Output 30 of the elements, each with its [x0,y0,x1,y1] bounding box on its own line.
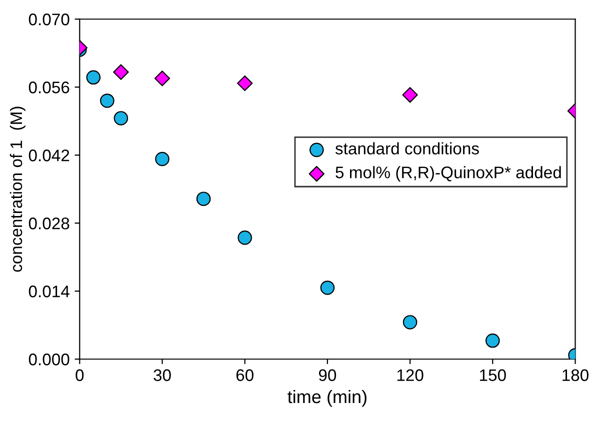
legend-label: standard conditions [335,142,479,154]
point [86,70,101,85]
y-tick-label: 0.042 [28,150,70,162]
y-axis-title: concentration of 1 (M) [10,106,26,272]
point [100,94,114,108]
point [320,280,335,295]
x-axis-title: time (min) [288,390,366,407]
legend-label: 5 mol% (R,R)-QuinoxP* added [336,166,561,182]
x-tick-label: 90 [318,369,336,382]
point [154,70,170,86]
point [113,64,129,80]
y-tick-label: 0.000 [28,354,70,366]
x-tick-label: 60 [236,369,254,382]
y-tick-label: 0.014 [28,286,70,298]
y-tick-label: 0.070 [28,14,70,26]
x-tick-label: 0 [76,369,84,382]
x-tick-label: 120 [397,369,424,382]
x-tick-label: 150 [480,369,506,382]
point [238,230,252,245]
x-tick-label: 30 [154,369,171,382]
point [402,87,418,103]
y-tick-label: 0.056 [28,82,70,94]
point [114,111,128,126]
point [402,315,418,330]
point [237,75,253,92]
point [155,152,170,166]
point [196,192,211,206]
x-tick-label: 180 [562,369,589,382]
point [486,334,500,348]
y-tick-label: 0.028 [28,218,70,230]
